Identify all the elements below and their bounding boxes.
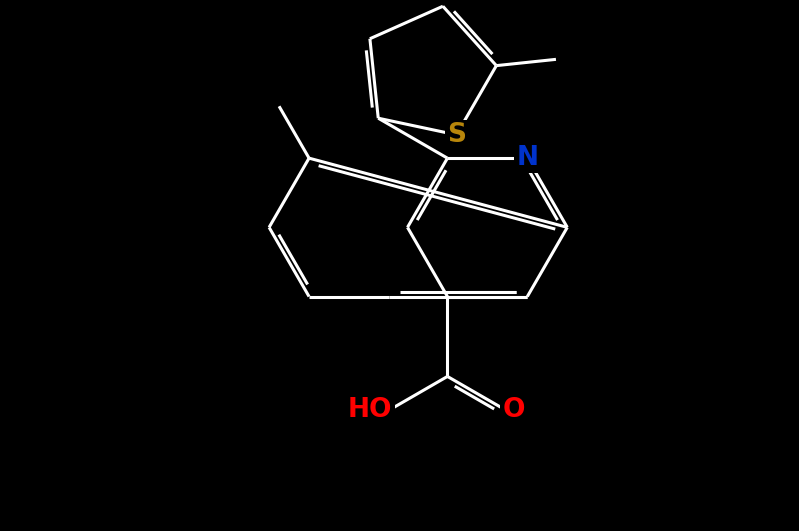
Text: HO: HO [348,397,392,423]
Text: S: S [447,122,466,148]
Text: N: N [516,145,539,171]
Text: O: O [503,397,525,423]
